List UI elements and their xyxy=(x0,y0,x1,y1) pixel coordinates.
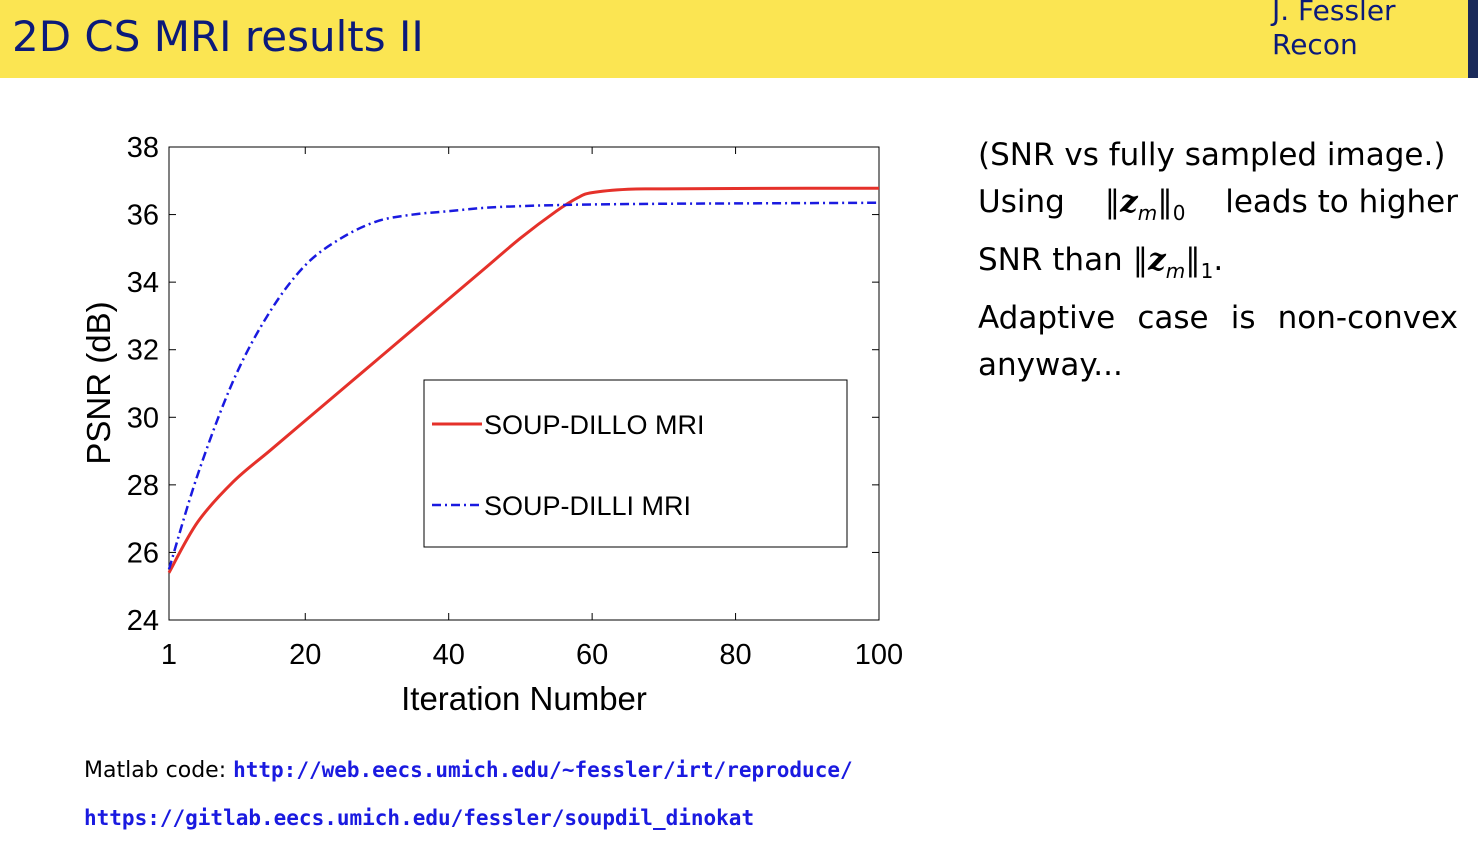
text-line-4: Adaptive case is non-convex xyxy=(978,295,1458,342)
y-tick-label: 32 xyxy=(127,335,159,367)
psnr-chart: 1 20 40 60 80 100 24 26 28 30 32 34 36 38 SOUP-DILLO … xyxy=(80,132,903,717)
x-tick-label: 1 xyxy=(161,639,177,671)
text-line-2-pre: Using xyxy=(978,184,1065,220)
y-tick-label: 28 xyxy=(127,470,159,502)
author-name: J. Fessler xyxy=(1272,0,1396,27)
explanation-text: (SNR vs fully sampled image.) Using ‖zm‖… xyxy=(978,132,1458,389)
x-tick-label: 40 xyxy=(433,639,465,671)
legend-label-dilli: SOUP-DILLI MRI xyxy=(484,491,691,521)
x-tick-label: 100 xyxy=(855,639,903,671)
text-line-1: (SNR vs fully sampled image.) xyxy=(978,137,1446,173)
text-line-2: Using ‖zm‖0 leads to higher xyxy=(978,179,1458,237)
y-tick-label: 38 xyxy=(127,132,159,164)
y-tick-label: 30 xyxy=(127,402,159,434)
reproduce-link[interactable]: http://web.eecs.umich.edu/~fessler/irt/r… xyxy=(233,758,853,782)
x-axis-label: Iteration Number xyxy=(401,680,647,717)
text-line-5: anyway... xyxy=(978,347,1123,383)
l1-norm: ‖zm‖1 xyxy=(1132,242,1214,283)
legend-box xyxy=(423,379,848,548)
x-tick-label: 60 xyxy=(576,639,608,671)
slide-title: 2D CS MRI results II xyxy=(12,12,424,61)
gitlab-line: https://gitlab.eecs.umich.edu/fessler/so… xyxy=(84,806,754,830)
y-tick-label: 24 xyxy=(127,605,159,637)
text-line-2-post: leads to higher xyxy=(1225,184,1458,220)
text-word: Adaptive xyxy=(978,300,1116,336)
y-axis-label: PSNR (dB) xyxy=(80,301,117,464)
matlab-code-label: Matlab code: xyxy=(84,758,227,783)
x-tick-label: 20 xyxy=(289,639,321,671)
header-meta: J. Fessler Recon xyxy=(1272,0,1396,62)
y-tick-label: 26 xyxy=(127,537,159,569)
series-line-dillo xyxy=(167,186,880,574)
text-line-3: SNR than ‖zm‖1. xyxy=(978,237,1458,295)
gitlab-link[interactable]: https://gitlab.eecs.umich.edu/fessler/so… xyxy=(84,806,755,830)
section-name: Recon xyxy=(1272,28,1358,61)
y-tick-label: 36 xyxy=(127,200,159,232)
legend-label-dillo: SOUP-DILLO MRI xyxy=(484,410,705,440)
header-bar xyxy=(0,0,1468,78)
header-edge xyxy=(1468,0,1478,78)
text-word: non-convex xyxy=(1277,300,1458,336)
text-word: is xyxy=(1230,300,1256,336)
text-word: case xyxy=(1137,300,1209,336)
l0-norm: ‖zm‖0 xyxy=(1104,184,1186,225)
y-tick-label: 34 xyxy=(127,267,159,299)
matlab-code-line: Matlab code: http://web.eecs.umich.edu/~… xyxy=(84,758,853,783)
series-line-dilli xyxy=(167,201,880,570)
x-tick-label: 80 xyxy=(719,639,751,671)
legend: SOUP-DILLO MRI SOUP-DILLI MRI xyxy=(423,379,848,548)
